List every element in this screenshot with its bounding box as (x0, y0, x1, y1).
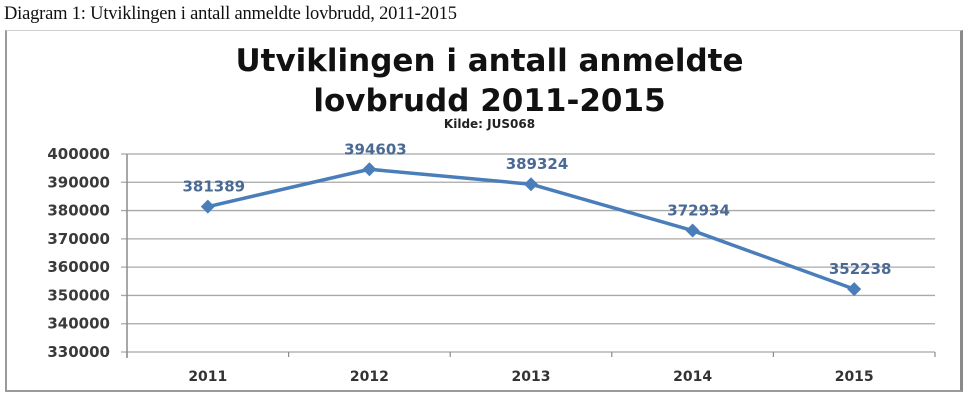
x-tick-label: 2013 (512, 369, 551, 385)
y-axis-ticks: 400000 390000 380000 370000 360000 350000 3400… (47, 145, 110, 361)
chart-source: Kilde: JUS068 (443, 117, 536, 131)
diamond-marker (685, 223, 700, 238)
diamond-marker (200, 199, 215, 214)
y-tick-label: 400000 (47, 145, 110, 163)
data-markers (200, 162, 862, 297)
x-tick-label: 2012 (350, 369, 389, 385)
y-tick-label: 360000 (47, 258, 110, 276)
x-tick-label: 2011 (188, 369, 227, 385)
diamond-marker (524, 177, 538, 192)
gridlines (121, 153, 935, 353)
x-tick-label: 2015 (835, 369, 874, 385)
y-tick-label: 330000 (47, 343, 110, 361)
x-tick-label: 2014 (673, 369, 712, 385)
data-label: 352238 (829, 260, 892, 278)
y-tick-label: 370000 (47, 230, 110, 248)
figure-caption: Diagram 1: Utviklingen i antall anmeldte… (4, 4, 457, 24)
data-label: 372934 (667, 202, 730, 220)
data-labels: 381389 394603 389324 372934 352238 (182, 140, 891, 278)
chart-title-line2: lovbrudd 2011-2015 (313, 83, 666, 119)
y-tick-label: 350000 (47, 286, 110, 304)
chart-title-line1: Utviklingen i antall anmeldte (235, 43, 744, 79)
data-label: 394603 (344, 140, 407, 158)
chart-frame (5, 30, 963, 392)
y-tick-label: 340000 (47, 315, 110, 333)
y-tick-label: 390000 (47, 173, 110, 191)
diamond-marker (847, 282, 862, 297)
data-label: 381389 (182, 178, 245, 196)
data-label: 389324 (506, 155, 569, 173)
diamond-marker (362, 162, 377, 177)
y-tick-label: 380000 (47, 202, 110, 220)
x-axis: 2011 2012 2013 2014 2015 (126, 352, 936, 385)
